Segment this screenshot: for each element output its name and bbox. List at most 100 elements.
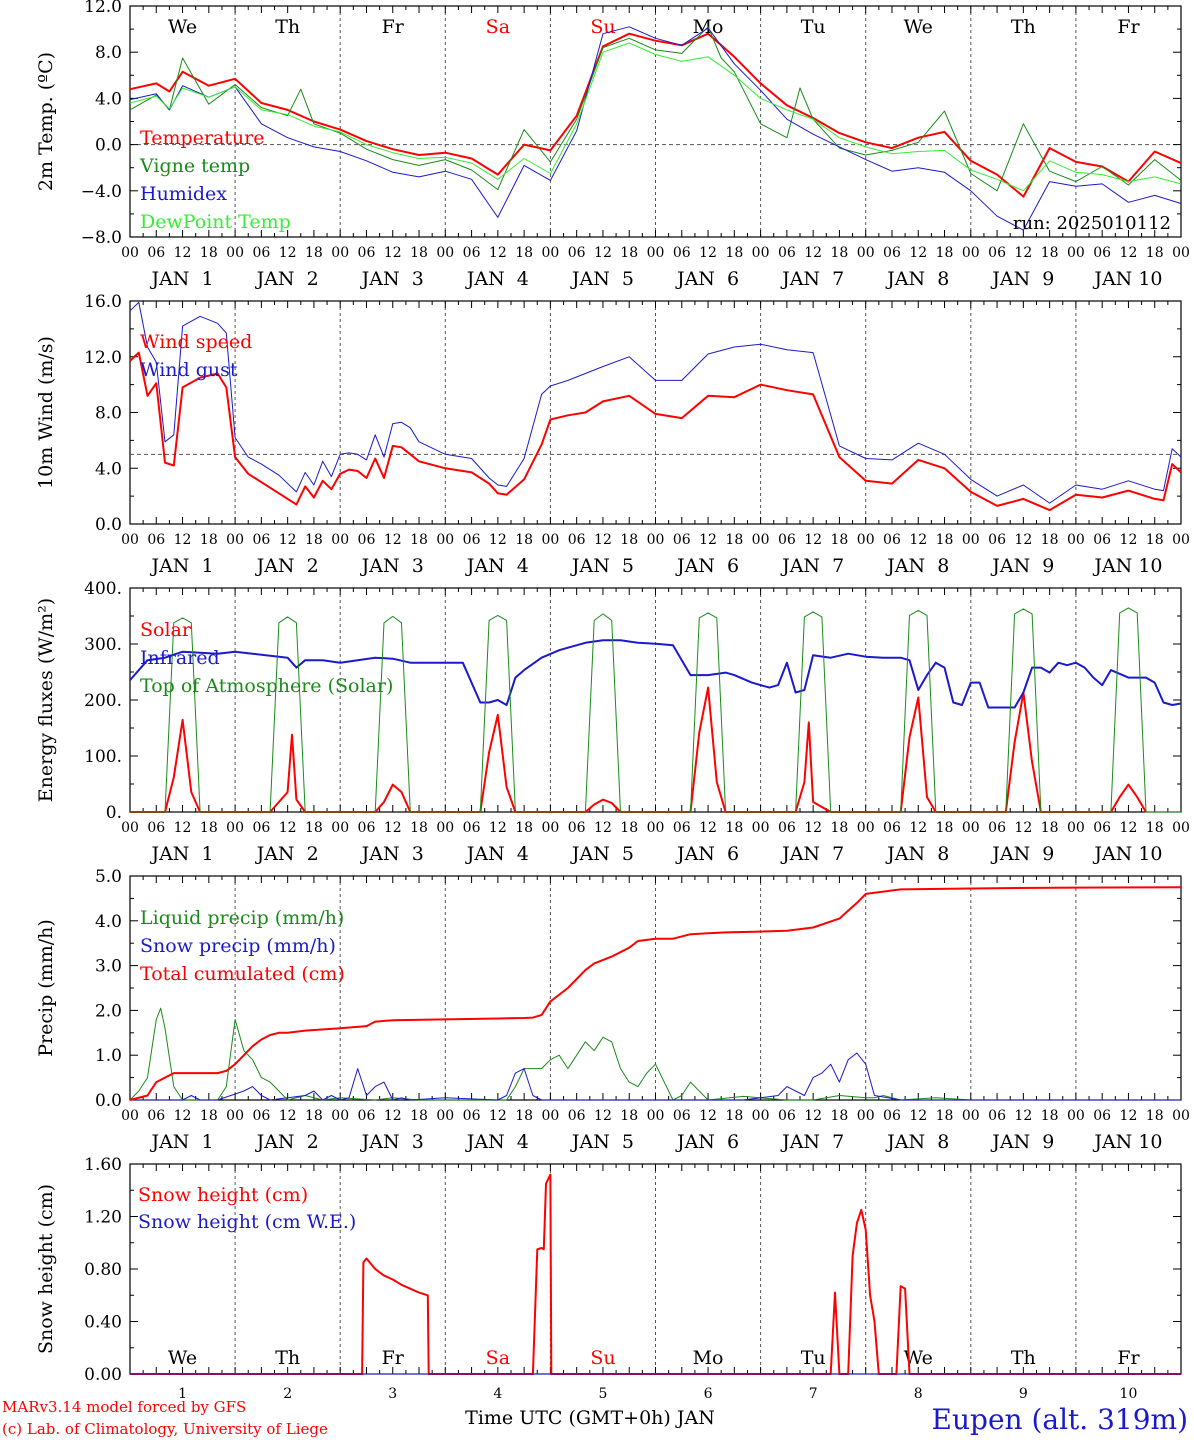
date-label: JAN 8 xyxy=(885,268,949,290)
date-label: JAN 1 xyxy=(149,268,213,290)
hour-tick-label: 06 xyxy=(1093,1108,1111,1124)
date-label: JAN 8 xyxy=(885,843,949,865)
date-label: JAN 1 xyxy=(149,843,213,865)
date-label: JAN 9 xyxy=(990,555,1054,577)
y-axis-label: Energy fluxes (W/m²) xyxy=(35,598,57,802)
date-label: JAN 4 xyxy=(465,1131,529,1153)
hour-tick-label: 18 xyxy=(200,532,218,548)
hour-tick-label: 12 xyxy=(279,1108,297,1124)
hour-tick-label: 06 xyxy=(988,820,1006,836)
hour-tick-label: 06 xyxy=(463,820,481,836)
y-tick-label: 2.0 xyxy=(95,1001,122,1021)
weekday-label: We xyxy=(168,16,197,38)
hour-tick-label: 18 xyxy=(831,245,849,261)
hour-tick-label: 00 xyxy=(752,532,770,548)
hour-tick-label: 18 xyxy=(200,245,218,261)
y-axis-label: Snow height (cm) xyxy=(35,1184,57,1354)
series-line-top-of-atmosphere-solar- xyxy=(130,607,1181,813)
hour-tick-label: 06 xyxy=(147,1108,165,1124)
hour-tick-label: 06 xyxy=(883,1108,901,1124)
hour-tick-label: 12 xyxy=(1120,820,1138,836)
hour-tick-label: 06 xyxy=(778,820,796,836)
legend-entry: Humidex xyxy=(140,183,227,205)
hour-tick-label: 18 xyxy=(1041,1108,1059,1124)
y-tick-label: 12.0 xyxy=(84,0,122,17)
hour-tick-label: 00 xyxy=(962,532,980,548)
hour-tick-label: 12 xyxy=(594,820,612,836)
hour-tick-label: 12 xyxy=(489,532,507,548)
credit-line: MARv3.14 model forced by GFS xyxy=(2,1398,246,1416)
hour-tick-label: 00 xyxy=(1067,245,1085,261)
hour-tick-label: 06 xyxy=(358,820,376,836)
hour-tick-label: 06 xyxy=(252,1108,270,1124)
y-tick-label: 8.0 xyxy=(95,404,122,424)
hour-tick-label: 18 xyxy=(831,1108,849,1124)
hour-tick-label: 12 xyxy=(699,532,717,548)
legend-entry: Temperature xyxy=(140,127,264,149)
hour-tick-label: 00 xyxy=(121,1108,139,1124)
hour-tick-label: 18 xyxy=(936,820,954,836)
hour-tick-label: 06 xyxy=(568,820,586,836)
hour-tick-label: 06 xyxy=(252,820,270,836)
y-tick-label: 12.0 xyxy=(84,348,122,368)
hour-tick-label: 00 xyxy=(962,1108,980,1124)
hour-tick-label: 00 xyxy=(647,1108,665,1124)
date-label: JAN 10 xyxy=(1092,268,1162,290)
y-tick-label: 0.0 xyxy=(95,515,122,535)
hour-tick-label: 12 xyxy=(804,1108,822,1124)
hour-tick-label: 00 xyxy=(857,820,875,836)
hour-tick-label: 12 xyxy=(174,532,192,548)
hour-tick-label: 12 xyxy=(1014,532,1032,548)
date-label: JAN 2 xyxy=(255,268,319,290)
weekday-label: Th xyxy=(275,16,300,38)
weekday-label: We xyxy=(168,1347,197,1369)
hour-tick-label: 12 xyxy=(489,1108,507,1124)
y-tick-label: 400. xyxy=(84,579,122,599)
legend-entry: Infrared xyxy=(140,647,220,669)
hour-tick-label: 12 xyxy=(1120,245,1138,261)
hour-tick-label: 06 xyxy=(778,532,796,548)
hour-tick-label: 12 xyxy=(699,820,717,836)
hour-tick-label: 00 xyxy=(647,245,665,261)
weekday-label: Su xyxy=(590,1347,615,1369)
hour-tick-label: 18 xyxy=(305,820,323,836)
weekday-label: Sa xyxy=(486,1347,510,1369)
hour-tick-label: 06 xyxy=(1093,820,1111,836)
y-tick-label: 0.0 xyxy=(95,136,122,156)
series-line-wind-speed xyxy=(129,351,1182,512)
hour-tick-label: 06 xyxy=(463,1108,481,1124)
hour-tick-label: 18 xyxy=(831,820,849,836)
legend-entry: Total cumulated (cm) xyxy=(140,963,345,985)
y-tick-label: 0. xyxy=(106,803,122,823)
legend-entry: DewPoint Temp xyxy=(140,211,291,233)
day-number-label: 4 xyxy=(493,1386,502,1402)
hour-tick-label: 00 xyxy=(1172,820,1190,836)
date-label: JAN 3 xyxy=(360,1131,424,1153)
legend-entry: Snow height (cm W.E.) xyxy=(138,1211,356,1233)
station-label: Eupen (alt. 319m) xyxy=(932,1403,1188,1436)
date-label: JAN 6 xyxy=(675,268,739,290)
date-label: JAN 1 xyxy=(149,555,213,577)
weekday-label: Fr xyxy=(1117,1347,1140,1369)
day-number-label: 6 xyxy=(704,1386,713,1402)
hour-tick-label: 06 xyxy=(883,245,901,261)
hour-tick-label: 18 xyxy=(620,820,638,836)
y-tick-label: 0.40 xyxy=(84,1313,122,1333)
hour-tick-label: 18 xyxy=(1041,820,1059,836)
hour-tick-label: 00 xyxy=(121,820,139,836)
x-axis-title: Time UTC (GMT+0h) JAN xyxy=(465,1407,715,1429)
hour-tick-label: 18 xyxy=(725,532,743,548)
series-line-total-cumulated-cm- xyxy=(129,886,1182,1101)
hour-tick-label: 00 xyxy=(226,820,244,836)
date-label: JAN 10 xyxy=(1092,1131,1162,1153)
date-label: JAN 9 xyxy=(990,843,1054,865)
hour-tick-label: 06 xyxy=(1093,532,1111,548)
hour-tick-label: 00 xyxy=(857,532,875,548)
date-label: JAN 5 xyxy=(570,555,634,577)
date-label: JAN 7 xyxy=(780,1131,844,1153)
hour-tick-label: 18 xyxy=(305,532,323,548)
hour-tick-label: 18 xyxy=(410,245,428,261)
y-tick-label: 1.60 xyxy=(84,1155,122,1175)
hour-tick-label: 12 xyxy=(804,245,822,261)
hour-tick-label: 18 xyxy=(936,1108,954,1124)
